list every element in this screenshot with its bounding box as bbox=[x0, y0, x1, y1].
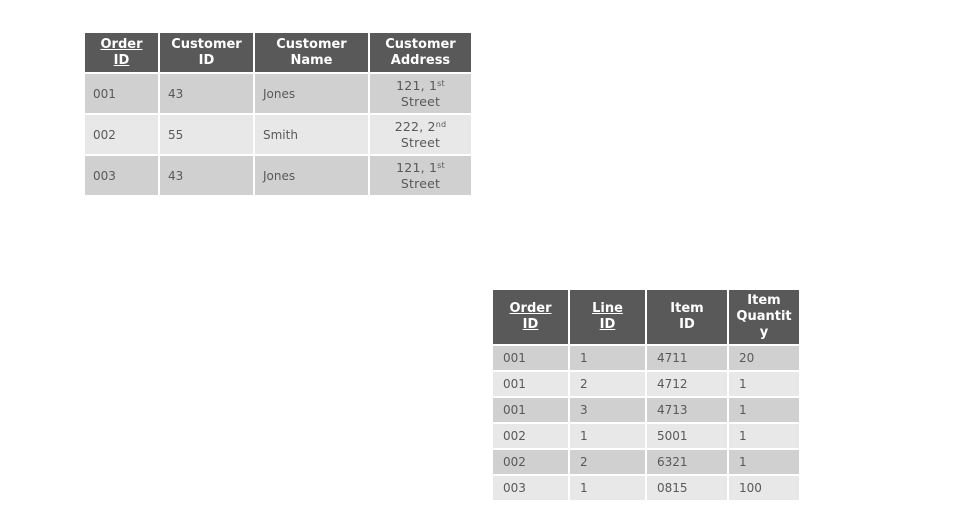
item-id-cell: 4712 bbox=[647, 372, 727, 396]
lines-header-item-id: Item ID bbox=[647, 290, 727, 344]
table-row: 001 2 4712 1 bbox=[493, 372, 799, 396]
item-quantity-cell: 1 bbox=[729, 398, 799, 422]
table-row: 003 43 Jones 121, 1st Street bbox=[85, 156, 471, 195]
item-id-cell: 0815 bbox=[647, 476, 727, 500]
table-row: 002 2 6321 1 bbox=[493, 450, 799, 474]
order-id-cell: 003 bbox=[85, 156, 158, 195]
lines-header-item-quantity: Item Quantit y bbox=[729, 290, 799, 344]
item-id-cell: 4711 bbox=[647, 346, 727, 370]
customer-id-cell: 43 bbox=[160, 74, 253, 113]
customer-address-cell: 121, 1st Street bbox=[370, 156, 471, 195]
item-quantity-cell: 20 bbox=[729, 346, 799, 370]
orders-header-order-id: Order ID bbox=[85, 33, 158, 72]
lines-header-line-id: Line ID bbox=[570, 290, 645, 344]
orders-header-customer-name: Customer Name bbox=[255, 33, 368, 72]
order-id-cell: 002 bbox=[85, 115, 158, 154]
order-id-cell: 001 bbox=[493, 346, 568, 370]
item-quantity-cell: 1 bbox=[729, 450, 799, 474]
order-id-cell: 002 bbox=[493, 424, 568, 448]
order-lines-table: Order ID Line ID Item ID Item Quantit y … bbox=[491, 288, 801, 502]
lines-header-order-id: Order ID bbox=[493, 290, 568, 344]
orders-table: Order ID Customer ID Customer Name Custo… bbox=[83, 31, 473, 197]
table-row: 002 55 Smith 222, 2nd Street bbox=[85, 115, 471, 154]
customer-address-cell: 222, 2nd Street bbox=[370, 115, 471, 154]
customer-name-cell: Smith bbox=[255, 115, 368, 154]
order-id-cell: 001 bbox=[493, 398, 568, 422]
table-row: 003 1 0815 100 bbox=[493, 476, 799, 500]
orders-header-customer-address: Customer Address bbox=[370, 33, 471, 72]
item-quantity-cell: 1 bbox=[729, 372, 799, 396]
line-id-cell: 1 bbox=[570, 346, 645, 370]
customer-name-cell: Jones bbox=[255, 156, 368, 195]
line-id-cell: 2 bbox=[570, 450, 645, 474]
customer-id-cell: 55 bbox=[160, 115, 253, 154]
customer-name-cell: Jones bbox=[255, 74, 368, 113]
order-id-cell: 001 bbox=[493, 372, 568, 396]
table-row: 001 43 Jones 121, 1st Street bbox=[85, 74, 471, 113]
item-id-cell: 4713 bbox=[647, 398, 727, 422]
item-id-cell: 5001 bbox=[647, 424, 727, 448]
item-quantity-cell: 100 bbox=[729, 476, 799, 500]
item-id-cell: 6321 bbox=[647, 450, 727, 474]
table-row: 001 1 4711 20 bbox=[493, 346, 799, 370]
line-id-cell: 3 bbox=[570, 398, 645, 422]
order-id-cell: 001 bbox=[85, 74, 158, 113]
lines-header-row: Order ID Line ID Item ID Item Quantit y bbox=[493, 290, 799, 344]
line-id-cell: 1 bbox=[570, 476, 645, 500]
table-row: 002 1 5001 1 bbox=[493, 424, 799, 448]
order-id-cell: 002 bbox=[493, 450, 568, 474]
line-id-cell: 2 bbox=[570, 372, 645, 396]
table-row: 001 3 4713 1 bbox=[493, 398, 799, 422]
item-quantity-cell: 1 bbox=[729, 424, 799, 448]
line-id-cell: 1 bbox=[570, 424, 645, 448]
orders-header-row: Order ID Customer ID Customer Name Custo… bbox=[85, 33, 471, 72]
customer-id-cell: 43 bbox=[160, 156, 253, 195]
order-id-cell: 003 bbox=[493, 476, 568, 500]
orders-header-customer-id: Customer ID bbox=[160, 33, 253, 72]
customer-address-cell: 121, 1st Street bbox=[370, 74, 471, 113]
